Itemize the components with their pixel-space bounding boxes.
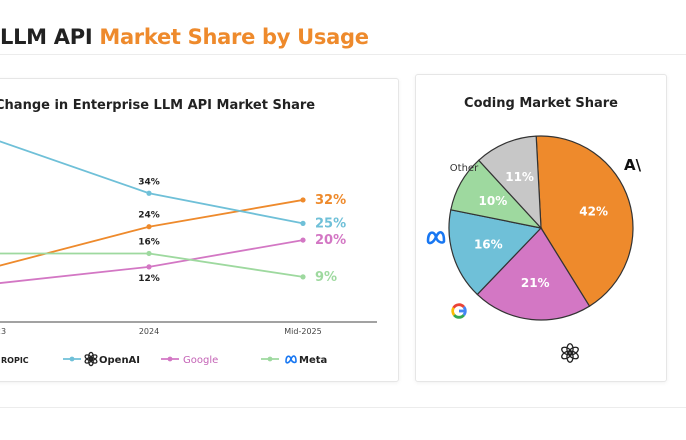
x-tick-label: Mid-2025 (284, 327, 321, 336)
pie-slices (448, 135, 634, 321)
line-legend: ROPIC OpenAI Google Meta (1, 351, 327, 367)
pie-chart-card: Coding Market Share 42% 21% 16% 10% 11% A\ Ot… (415, 74, 667, 382)
google-logo-icon (451, 303, 467, 319)
end-label: 32% (315, 193, 346, 208)
footer-divider (0, 407, 686, 408)
legend-item-google: Google (161, 355, 218, 366)
x-ticks: 23 2024 Mid-2025 (0, 327, 322, 336)
legend-item-meta: Meta (261, 355, 327, 366)
pie-slice-anthropic (535, 135, 634, 308)
data-point (146, 264, 152, 270)
legend-label: OpenAI (99, 355, 140, 366)
end-label: 9% (315, 270, 337, 285)
data-label: 12% (138, 274, 160, 284)
x-tick-label: 23 (0, 327, 6, 336)
data-point (146, 250, 152, 257)
series-google: 12% 20% (0, 233, 346, 284)
pie-other-label: Other (450, 163, 479, 174)
legend-item-anthropic: ROPIC (1, 356, 29, 365)
meta-logo-icon (285, 355, 297, 364)
data-point (300, 274, 306, 280)
pie-labels: 42% 21% 16% 10% 11% (474, 170, 608, 290)
data-point (146, 190, 152, 196)
pie-slice-other (477, 135, 542, 230)
pie-slice-label: 42% (579, 204, 608, 218)
data-point (146, 224, 152, 230)
data-label: 34% (138, 177, 160, 187)
line-chart-card: Change in Enterprise LLM API Market Shar… (0, 78, 399, 382)
x-tick-label: 2024 (139, 327, 159, 336)
pie-slice-label: 10% (479, 194, 508, 208)
pie-chart-title: Coding Market Share (464, 96, 618, 111)
legend-marker (69, 356, 75, 362)
openai-logo-icon (561, 343, 579, 363)
series-meta: 16% 9% (0, 237, 337, 285)
end-label: 25% (315, 216, 346, 231)
data-point (300, 220, 306, 226)
end-label: 20% (315, 233, 346, 248)
title-accent: Market Share by Usage (99, 25, 369, 49)
data-label: 24% (138, 211, 160, 221)
line-chart: Change in Enterprise LLM API Market Shar… (0, 98, 377, 367)
data-point (300, 197, 306, 203)
meta-logo-icon (426, 231, 446, 245)
series-layer: 24% 32% 34% 25% 12% 20% 16% 9% (0, 140, 346, 285)
legend-marker (267, 356, 273, 362)
legend-label: ROPIC (1, 356, 29, 365)
header-divider (0, 54, 686, 55)
pie-slice-google (448, 209, 543, 296)
pie-chart: Coding Market Share 42% 21% 16% 10% 11% A\ Ot… (426, 96, 642, 363)
pie-slice-label: 11% (505, 170, 534, 184)
pie-slice-openai (476, 227, 591, 321)
legend-label: Meta (299, 355, 327, 366)
pie-slice-label: 21% (521, 276, 550, 290)
legend-marker (167, 356, 173, 362)
data-label: 16% (138, 237, 160, 247)
legend-item-openai: OpenAI (63, 351, 140, 367)
anthropic-logo-icon: A\ (624, 156, 642, 174)
title-main: LLM API (0, 25, 100, 49)
pie-slice-label: 16% (474, 238, 503, 252)
series-openai: 34% 25% (0, 140, 346, 231)
openai-logo-icon (84, 351, 98, 367)
pie-icons: A\ Other (426, 156, 642, 363)
legend-label: Google (183, 355, 218, 366)
page-title: LLM API Market Share by Usage (0, 25, 369, 49)
data-point (300, 237, 306, 243)
line-chart-title: Change in Enterprise LLM API Market Shar… (0, 98, 315, 113)
